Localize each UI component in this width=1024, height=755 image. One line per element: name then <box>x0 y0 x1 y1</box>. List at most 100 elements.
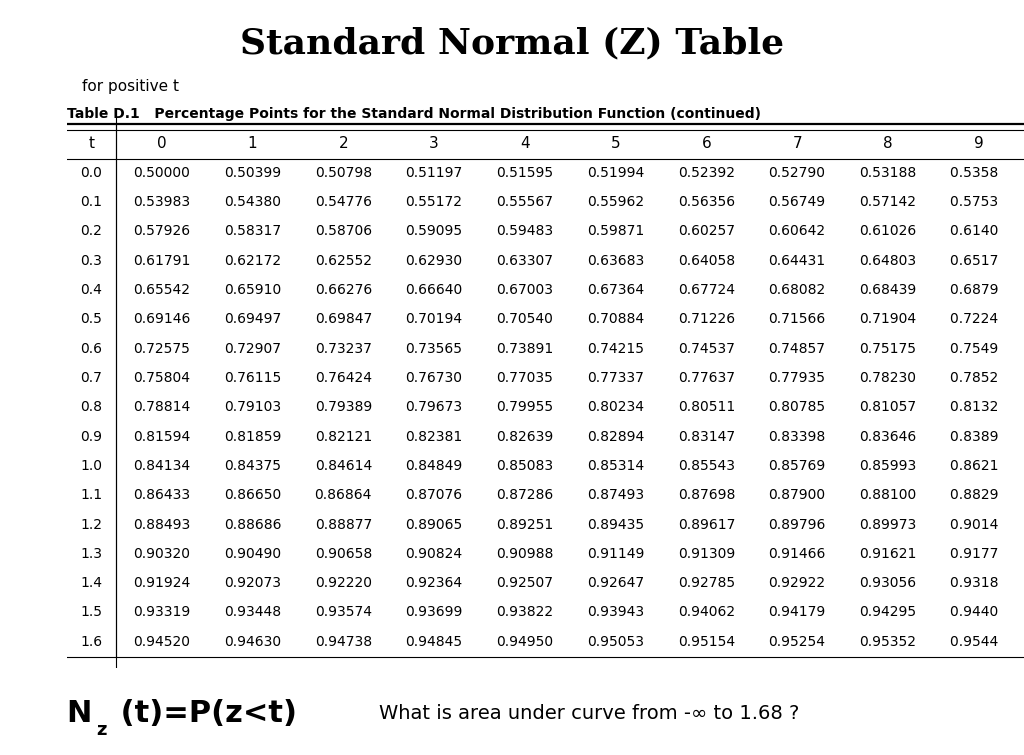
Text: 0.85993: 0.85993 <box>859 459 916 473</box>
Text: 0.74537: 0.74537 <box>678 341 735 356</box>
Text: 0.51994: 0.51994 <box>587 166 644 180</box>
Text: 0.88877: 0.88877 <box>314 517 372 532</box>
Text: 1.3: 1.3 <box>81 547 102 561</box>
Text: Standard Normal (Z) Table: Standard Normal (Z) Table <box>240 26 784 60</box>
Text: 0.77935: 0.77935 <box>769 371 825 385</box>
Text: 0.7224: 0.7224 <box>950 313 1008 326</box>
Text: 0.92364: 0.92364 <box>406 576 463 590</box>
Text: 0.7549: 0.7549 <box>950 341 1008 356</box>
Text: 0.61026: 0.61026 <box>859 224 916 239</box>
Text: 0.85314: 0.85314 <box>587 459 644 473</box>
Text: t: t <box>88 136 94 151</box>
Text: 0.9014: 0.9014 <box>950 517 1008 532</box>
Text: 0.92507: 0.92507 <box>497 576 553 590</box>
Text: 0.87698: 0.87698 <box>678 488 735 502</box>
Text: 0.7: 0.7 <box>81 371 102 385</box>
Text: 0.93574: 0.93574 <box>314 606 372 619</box>
Text: 1: 1 <box>248 136 257 151</box>
Text: 0.9440: 0.9440 <box>950 606 1008 619</box>
Text: 0.91149: 0.91149 <box>587 547 644 561</box>
Text: 0.77637: 0.77637 <box>678 371 735 385</box>
Text: 0.68439: 0.68439 <box>859 283 916 297</box>
Text: 0.50798: 0.50798 <box>314 166 372 180</box>
Text: 0.64058: 0.64058 <box>678 254 735 268</box>
Text: 0.9177: 0.9177 <box>950 547 1008 561</box>
Text: 3: 3 <box>429 136 439 151</box>
Text: 0.90320: 0.90320 <box>133 547 190 561</box>
Text: 0.82894: 0.82894 <box>587 430 644 444</box>
Text: Table D.1   Percentage Points for the Standard Normal Distribution Function (con: Table D.1 Percentage Points for the Stan… <box>67 107 761 122</box>
Text: 0.83147: 0.83147 <box>678 430 735 444</box>
Text: 0.94845: 0.94845 <box>406 635 463 649</box>
Text: 0.89617: 0.89617 <box>678 517 735 532</box>
Text: 0.87286: 0.87286 <box>497 488 553 502</box>
Text: 0.62930: 0.62930 <box>406 254 463 268</box>
Text: 0.89065: 0.89065 <box>406 517 463 532</box>
Text: 0.95352: 0.95352 <box>859 635 916 649</box>
Text: 8: 8 <box>883 136 893 151</box>
Text: 0.91924: 0.91924 <box>133 576 190 590</box>
Text: 0.85543: 0.85543 <box>678 459 735 473</box>
Text: 0.79673: 0.79673 <box>406 400 463 414</box>
Text: 0.9318: 0.9318 <box>950 576 1008 590</box>
Text: 0.51595: 0.51595 <box>497 166 553 180</box>
Text: 1.6: 1.6 <box>81 635 102 649</box>
Text: 1.0: 1.0 <box>81 459 102 473</box>
Text: 0.82121: 0.82121 <box>314 430 372 444</box>
Text: 0.8829: 0.8829 <box>950 488 1008 502</box>
Text: 0.73891: 0.73891 <box>497 341 553 356</box>
Text: 0.8132: 0.8132 <box>950 400 1008 414</box>
Text: 0.79389: 0.79389 <box>314 400 372 414</box>
Text: 1.2: 1.2 <box>81 517 102 532</box>
Text: 0.69146: 0.69146 <box>133 313 190 326</box>
Text: 0.68082: 0.68082 <box>768 283 825 297</box>
Text: 0.50399: 0.50399 <box>224 166 281 180</box>
Text: 0.86433: 0.86433 <box>133 488 190 502</box>
Text: 0.84614: 0.84614 <box>314 459 372 473</box>
Text: 0.90988: 0.90988 <box>496 547 554 561</box>
Text: 0.65910: 0.65910 <box>224 283 282 297</box>
Text: 0.94179: 0.94179 <box>768 606 825 619</box>
Text: 0.93448: 0.93448 <box>224 606 281 619</box>
Text: 0.93699: 0.93699 <box>406 606 463 619</box>
Text: 0.94295: 0.94295 <box>859 606 916 619</box>
Text: 0.89435: 0.89435 <box>587 517 644 532</box>
Text: 0.88686: 0.88686 <box>224 517 282 532</box>
Text: 0.79103: 0.79103 <box>224 400 281 414</box>
Text: 0.5: 0.5 <box>81 313 102 326</box>
Text: 0.1: 0.1 <box>81 195 102 209</box>
Text: 0.8: 0.8 <box>81 400 102 414</box>
Text: 0.52790: 0.52790 <box>769 166 825 180</box>
Text: 0.53188: 0.53188 <box>859 166 916 180</box>
Text: 0.84375: 0.84375 <box>224 459 281 473</box>
Text: 0.60257: 0.60257 <box>678 224 735 239</box>
Text: 0.72907: 0.72907 <box>224 341 281 356</box>
Text: 0.3: 0.3 <box>81 254 102 268</box>
Text: 0.72575: 0.72575 <box>133 341 190 356</box>
Text: 0.75175: 0.75175 <box>859 341 916 356</box>
Text: 0.70194: 0.70194 <box>406 313 463 326</box>
Text: 0.87900: 0.87900 <box>769 488 825 502</box>
Text: 0.88100: 0.88100 <box>859 488 916 502</box>
Text: 0.77337: 0.77337 <box>587 371 644 385</box>
Text: 0.95154: 0.95154 <box>678 635 735 649</box>
Text: 0.86650: 0.86650 <box>224 488 282 502</box>
Text: 0.64803: 0.64803 <box>859 254 916 268</box>
Text: 0.80785: 0.80785 <box>769 400 825 414</box>
Text: 0.89796: 0.89796 <box>768 517 825 532</box>
Text: 0.69847: 0.69847 <box>314 313 372 326</box>
Text: 0.59871: 0.59871 <box>587 224 644 239</box>
Text: 0.75804: 0.75804 <box>133 371 190 385</box>
Text: 0.6517: 0.6517 <box>950 254 1008 268</box>
Text: 0.92922: 0.92922 <box>769 576 825 590</box>
Text: 0.83398: 0.83398 <box>768 430 825 444</box>
Text: 0.70884: 0.70884 <box>587 313 644 326</box>
Text: 0.82639: 0.82639 <box>497 430 553 444</box>
Text: 0.87493: 0.87493 <box>587 488 644 502</box>
Text: 0.67364: 0.67364 <box>587 283 644 297</box>
Text: 0.95053: 0.95053 <box>587 635 644 649</box>
Text: 7: 7 <box>793 136 802 151</box>
Text: 0.59095: 0.59095 <box>406 224 463 239</box>
Text: 0.57142: 0.57142 <box>859 195 916 209</box>
Text: 0.55567: 0.55567 <box>497 195 553 209</box>
